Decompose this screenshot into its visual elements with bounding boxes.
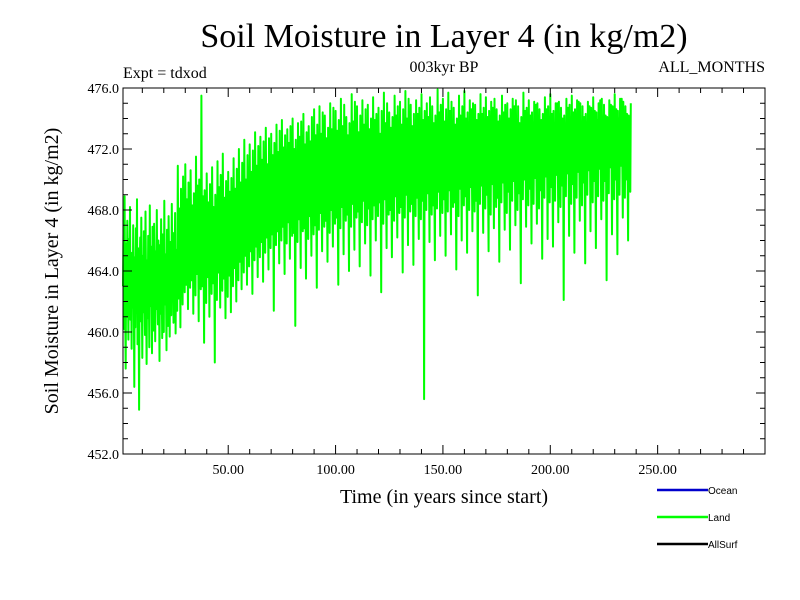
period-label: 003kyr BP <box>410 59 479 76</box>
months-label: ALL_MONTHS <box>658 59 765 76</box>
legend-label-allsurf: AllSurf <box>708 540 738 551</box>
x-tick-label: 50.00 <box>212 463 244 478</box>
y-tick-label: 476.0 <box>88 82 120 97</box>
legend-label-ocean: Ocean <box>708 486 737 497</box>
legend: Ocean Land AllSurf <box>657 486 738 551</box>
chart-title: Soil Moisture in Layer 4 (in kg/m2) <box>200 18 687 55</box>
x-tick-label: 200.00 <box>531 463 570 478</box>
y-axis-label: Soil Moisture in Layer 4 (in kg/m2) <box>41 128 63 415</box>
experiment-label: Expt = tdxod <box>123 65 207 82</box>
y-tick-label: 456.0 <box>88 387 120 402</box>
series-line-land <box>122 88 632 411</box>
plot-area <box>122 88 632 411</box>
x-tick-label: 150.00 <box>424 463 463 478</box>
y-axis: 452.0 456.0 460.0 464.0 468.0 472.0 476.0 <box>88 82 765 463</box>
legend-label-land: Land <box>708 513 730 524</box>
x-axis-label: Time (in years since start) <box>340 486 548 508</box>
x-tick-label: 250.00 <box>638 463 677 478</box>
y-tick-label: 472.0 <box>88 143 120 158</box>
x-tick-label: 100.00 <box>316 463 355 478</box>
y-tick-label: 468.0 <box>88 204 120 219</box>
y-tick-label: 464.0 <box>88 265 120 280</box>
y-tick-label: 452.0 <box>88 448 120 463</box>
x-axis: 50.00 100.00 150.00 200.00 250.00 <box>141 88 766 478</box>
y-tick-label: 460.0 <box>88 326 120 341</box>
